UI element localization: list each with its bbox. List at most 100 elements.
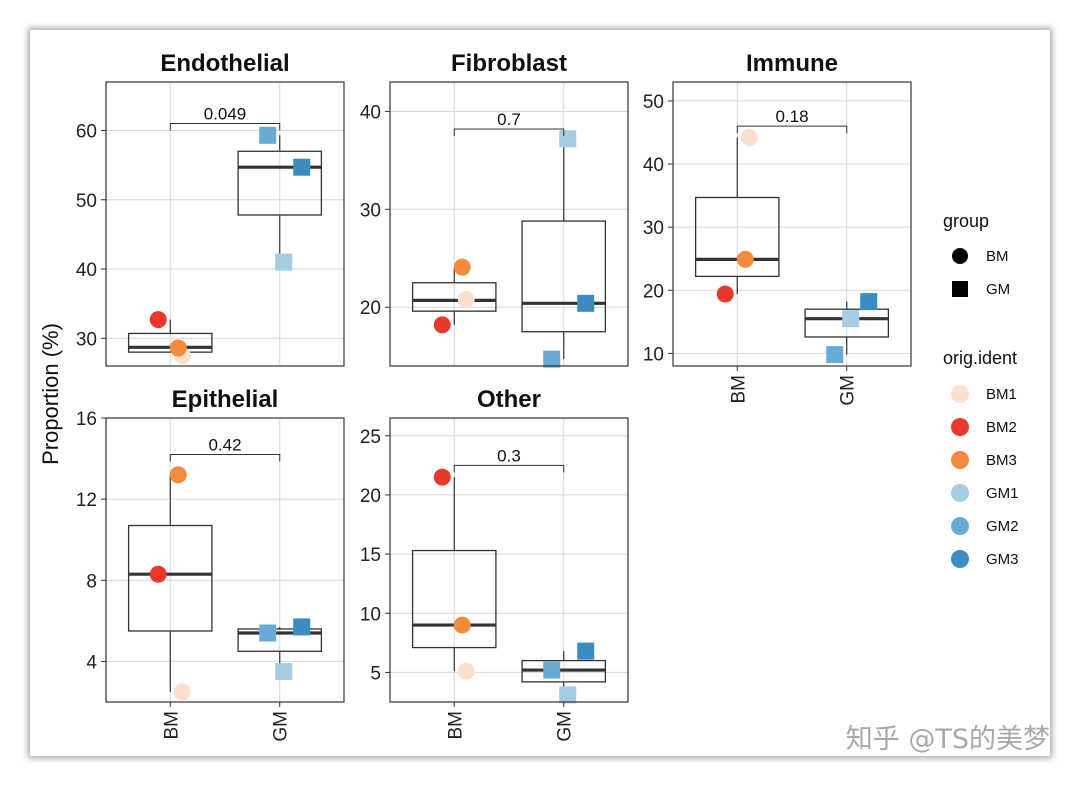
point-bm2 <box>433 468 451 486</box>
point-gm1 <box>842 310 860 328</box>
box-iqr <box>804 308 890 338</box>
panel-epithelial: Epithelial 4 8 12 16 0.42 BM GM <box>76 386 345 742</box>
y-tick-label: 30 <box>360 200 381 221</box>
box-iqr <box>521 220 607 333</box>
legend-group-title: group <box>943 211 989 231</box>
panel-endothelial: Endothelial 30 40 50 60 0.049 <box>76 50 345 367</box>
legend-label-bm: BM <box>986 248 1009 265</box>
point-bm1 <box>457 662 475 680</box>
y-tick-label: 10 <box>643 344 664 365</box>
point-gm2 <box>259 624 277 642</box>
legend-label-bm2: BM2 <box>986 419 1017 436</box>
figure-frame: Endothelial 30 40 50 60 0.049 Fibroblast 20 30 40… <box>30 30 1050 756</box>
y-tick-label: 50 <box>643 92 664 113</box>
x-tick-label: GM <box>838 375 859 406</box>
point-gm3 <box>860 293 878 311</box>
legend-key-bm2 <box>951 418 969 436</box>
point-bm2 <box>149 565 167 583</box>
panel-title: Fibroblast <box>451 50 567 77</box>
y-tick-label: 20 <box>643 281 664 302</box>
panel-fibroblast: Fibroblast 20 30 40 0.7 <box>360 50 629 368</box>
panel-border <box>105 81 345 367</box>
box-iqr <box>694 196 780 278</box>
box-bm <box>127 474 213 692</box>
panel-title: Immune <box>746 50 838 77</box>
point-gm3 <box>293 618 311 636</box>
signif-bracket <box>453 128 565 137</box>
panel-border <box>105 417 345 703</box>
y-axis-label: Proportion (%) <box>38 323 63 465</box>
y-tick-label: 40 <box>76 260 97 281</box>
legend-key-gm3 <box>951 550 969 568</box>
legend: group BM GM orig.ident BM1 BM2 BM3 GM1 GM2 GM3 <box>943 211 1019 568</box>
p-value-label: 0.7 <box>497 110 521 129</box>
signif-bracket <box>169 123 281 131</box>
legend-ident-title: orig.ident <box>943 348 1017 368</box>
x-tick-label: GM <box>271 711 292 742</box>
y-tick-label: 16 <box>76 409 97 430</box>
point-gm2 <box>543 350 561 368</box>
panel-title: Other <box>477 386 541 413</box>
p-value-label: 0.049 <box>204 105 247 124</box>
y-tick-label: 60 <box>76 121 97 142</box>
box-iqr <box>127 524 213 632</box>
y-tick-label: 40 <box>360 102 381 123</box>
legend-label-bm1: BM1 <box>986 386 1017 403</box>
x-tick-label: GM <box>555 711 576 742</box>
point-bm1 <box>457 290 475 308</box>
legend-label-gm3: GM3 <box>986 551 1019 568</box>
x-tick-label: BM <box>445 711 466 740</box>
legend-key-gm <box>952 281 968 297</box>
y-tick-label: 20 <box>360 298 381 319</box>
x-tick-label: BM <box>161 711 182 740</box>
legend-label-bm3: BM3 <box>986 452 1017 469</box>
chart-svg: Endothelial304050600.049Fibroblast203040… <box>38 50 1050 755</box>
point-gm3 <box>577 642 595 660</box>
panel-border <box>389 417 629 703</box>
y-tick-label: 50 <box>76 191 97 212</box>
legend-label-gm: GM <box>986 281 1010 298</box>
legend-key-bm1 <box>951 385 969 403</box>
y-tick-label: 10 <box>360 604 381 625</box>
point-bm2 <box>716 285 734 303</box>
legend-key-bm <box>952 248 968 264</box>
box-iqr <box>237 150 323 216</box>
point-gm2 <box>259 126 277 144</box>
p-value-label: 0.42 <box>208 436 241 455</box>
point-bm2 <box>149 311 167 329</box>
box-iqr <box>411 282 497 312</box>
signif-bracket <box>453 464 565 473</box>
legend-label-gm2: GM2 <box>986 518 1019 535</box>
panel-other: Other 5 10 15 20 25 0.3 BM GM <box>360 386 629 742</box>
box-bm <box>411 267 497 325</box>
y-tick-label: 30 <box>76 329 97 350</box>
panel-title: Endothelial <box>160 50 289 77</box>
y-tick-label: 8 <box>86 571 97 592</box>
point-gm3 <box>293 158 311 176</box>
y-tick-label: 20 <box>360 486 381 507</box>
panel-title: Epithelial <box>172 386 279 413</box>
point-bm3 <box>453 616 471 634</box>
point-gm3 <box>577 294 595 312</box>
box-bm <box>411 477 497 672</box>
point-gm2 <box>826 346 844 364</box>
signif-bracket <box>736 125 848 134</box>
p-value-label: 0.3 <box>497 446 521 465</box>
legend-key-gm2 <box>951 517 969 535</box>
point-bm2 <box>433 316 451 334</box>
panel-border <box>389 81 629 367</box>
panel-border <box>672 81 912 367</box>
legend-key-gm1 <box>951 484 969 502</box>
point-gm1 <box>275 253 293 271</box>
y-tick-label: 4 <box>86 652 97 673</box>
y-tick-label: 40 <box>643 155 664 176</box>
p-value-label: 0.18 <box>775 107 808 126</box>
legend-key-bm3 <box>951 451 969 469</box>
x-tick-label: BM <box>728 375 749 404</box>
y-tick-label: 5 <box>370 663 381 684</box>
y-tick-label: 30 <box>643 218 664 239</box>
point-bm1 <box>740 129 758 147</box>
point-gm1 <box>275 663 293 681</box>
watermark-text: 知乎 @TS的美梦 <box>846 724 1050 755</box>
point-bm3 <box>169 466 187 484</box>
